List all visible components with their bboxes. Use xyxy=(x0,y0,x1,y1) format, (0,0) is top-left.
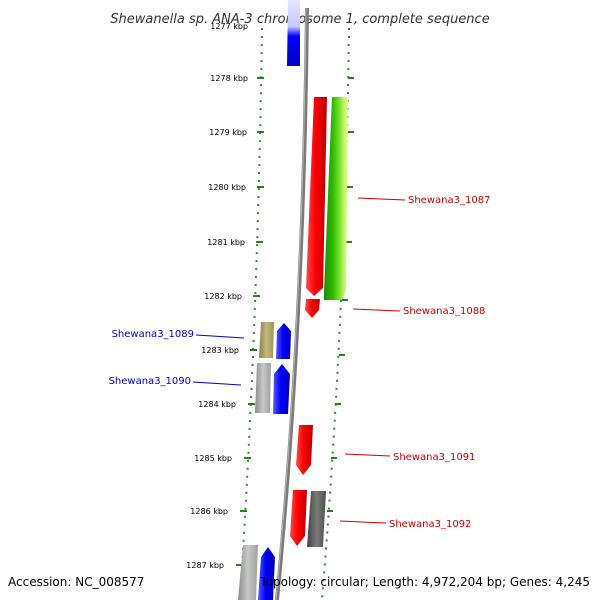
gene-shewana3-1091[interactable] xyxy=(296,425,313,475)
gene-shewana3-1090-gray[interactable] xyxy=(255,363,271,413)
gene-shewana3-1088[interactable] xyxy=(305,299,320,318)
gene-shewana3-1089[interactable] xyxy=(276,323,291,359)
leader-line-1087 xyxy=(357,197,406,201)
leader-lines xyxy=(192,197,406,524)
tick-label: 1282 kbp xyxy=(204,292,242,301)
tick-label: 1277 kbp xyxy=(210,22,248,31)
topology-text: Topology: circular; Length: 4,972,204 bp… xyxy=(259,575,590,589)
label-shewana3-1090[interactable]: Shewana3_1090 xyxy=(109,376,191,387)
green-feature[interactable] xyxy=(324,97,348,300)
left-ticks xyxy=(236,77,264,566)
tick-label: 1283 kbp xyxy=(201,346,239,355)
leader-line-1089 xyxy=(195,334,245,339)
tick-label: 1286 kbp xyxy=(190,507,228,516)
chromosome-backbone xyxy=(275,7,309,600)
leader-line-1088 xyxy=(352,308,401,312)
gene-shewana3-1089-olive[interactable] xyxy=(259,322,274,358)
leader-line-1092 xyxy=(339,520,387,524)
gene-shewana3-1087[interactable] xyxy=(306,97,327,296)
left-dotted-track xyxy=(239,27,263,600)
gene-shewana3-1092-gray[interactable] xyxy=(307,491,326,547)
label-shewana3-1088[interactable]: Shewana3_1088 xyxy=(403,306,485,317)
tick-label: 1280 kbp xyxy=(208,183,246,192)
gene-shewana3-1090[interactable] xyxy=(273,364,290,414)
leader-line-1091 xyxy=(344,453,391,457)
chromosome-backbone-highlight xyxy=(275,7,307,600)
gene-bottom-blue[interactable] xyxy=(258,547,275,600)
leader-line-1090 xyxy=(192,381,242,386)
gene-shewana3-1092[interactable] xyxy=(290,490,307,546)
tick-label: 1281 kbp xyxy=(207,238,245,247)
accession-text: Accession: NC_008577 xyxy=(8,575,144,589)
tick-label: 1278 kbp xyxy=(210,74,248,83)
tick-label: 1285 kbp xyxy=(194,454,232,463)
tick-labels: 1277 kbp 1278 kbp 1279 kbp 1280 kbp 1281… xyxy=(186,22,248,570)
right-ticks xyxy=(327,77,354,512)
label-shewana3-1092[interactable]: Shewana3_1092 xyxy=(389,519,471,530)
label-shewana3-1091[interactable]: Shewana3_1091 xyxy=(393,452,475,463)
tick-label: 1287 kbp xyxy=(186,561,224,570)
gene-top-blue[interactable] xyxy=(287,0,300,66)
tick-label: 1279 kbp xyxy=(209,128,247,137)
gene-labels: Shewana3_1087 Shewana3_1088 Shewana3_108… xyxy=(109,195,491,530)
label-shewana3-1087[interactable]: Shewana3_1087 xyxy=(408,195,490,206)
label-shewana3-1089[interactable]: Shewana3_1089 xyxy=(112,329,194,340)
gene-bottom-gray[interactable] xyxy=(238,545,258,600)
tick-label: 1284 kbp xyxy=(198,400,236,409)
